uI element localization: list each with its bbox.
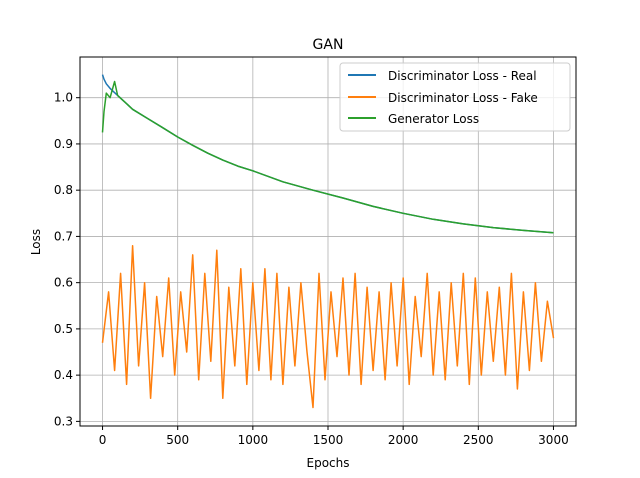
x-tick-label: 500 [166, 433, 189, 447]
y-axis-ticks: 0.3 0.4 0.5 0.6 0.7 0.8 0.9 1.0 [54, 91, 80, 428]
chart-title: GAN [313, 37, 344, 53]
legend-label-fake: Discriminator Loss - Fake [388, 91, 538, 105]
x-tick-label: 0 [99, 433, 107, 447]
y-tick-label: 0.8 [54, 183, 73, 197]
x-tick-label: 2500 [463, 433, 494, 447]
x-axis-ticks: 0 500 1000 1500 2000 2500 3000 [99, 426, 569, 447]
legend-label-generator: Generator Loss [388, 112, 479, 126]
series-line-generator [101, 80, 554, 234]
legend-box [339, 62, 571, 132]
y-tick-label: 0.9 [54, 137, 73, 151]
plot-area-series [101, 74, 555, 409]
x-tick-label: 1500 [313, 433, 344, 447]
y-tick-label: 0.7 [54, 229, 73, 243]
y-tick-label: 1.0 [54, 91, 73, 105]
y-tick-label: 0.5 [54, 322, 73, 336]
x-tick-label: 1000 [238, 433, 269, 447]
x-tick-label: 2000 [388, 433, 419, 447]
y-tick-label: 0.6 [54, 276, 73, 290]
series-line-discriminator-fake [101, 244, 555, 409]
x-tick-label: 3000 [538, 433, 569, 447]
legend: Discriminator Loss - Real Discriminator … [339, 62, 571, 132]
y-axis-label: Loss [29, 229, 43, 255]
y-tick-label: 0.4 [54, 368, 73, 382]
legend-label-real: Discriminator Loss - Real [388, 69, 537, 83]
x-axis-label: Epochs [307, 456, 350, 470]
y-tick-label: 0.3 [54, 414, 73, 428]
